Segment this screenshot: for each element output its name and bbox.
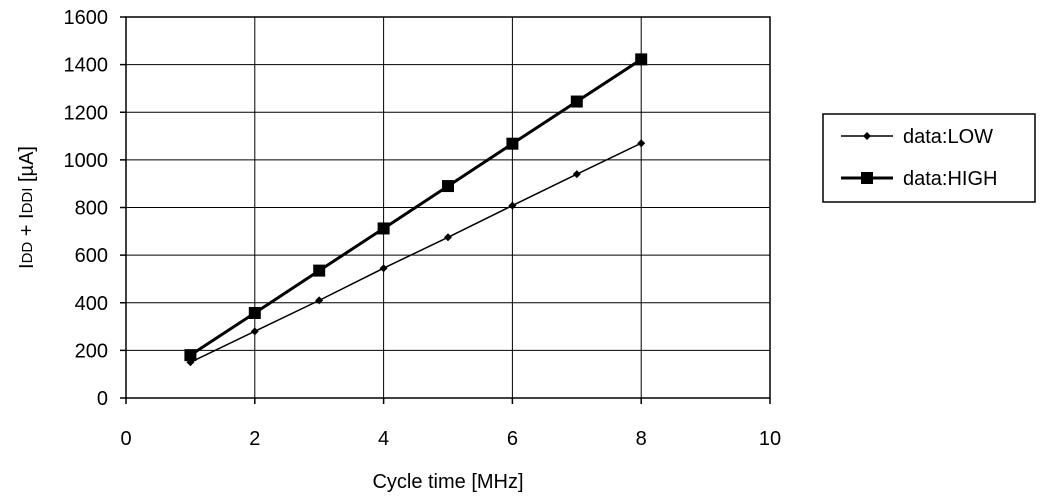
y-tick-label: 200 [75,340,108,362]
series-line [190,142,642,363]
series-lines [184,53,648,367]
y-tick-label: 800 [75,198,108,220]
y-tick-label: 600 [75,245,108,267]
x-tick-label: 0 [120,428,131,450]
legend-box [822,113,1036,203]
x-tick-label: 4 [378,428,389,450]
data-point [506,137,519,150]
x-axis-title: Cycle time [MHz] [372,471,523,493]
legend-item: data:HIGH [841,168,997,190]
legend-label: data:HIGH [903,168,997,190]
legend-marker [863,132,871,140]
data-point [248,306,261,319]
grid-lines [126,17,770,398]
data-point [442,180,454,193]
data-point [379,264,388,273]
y-tick-label: 0 [97,388,108,410]
data-point [572,170,581,179]
legend-item: data:LOW [841,126,993,148]
data-point [508,201,517,210]
legend-label: data:LOW [903,126,993,148]
y-tick-label: 400 [75,293,108,315]
y-axis-title: IDD + IDDI [µA] [16,146,38,269]
x-tick-label: 2 [249,428,260,450]
data-point [313,264,326,277]
series-data-high [184,53,648,362]
x-tick-label: 6 [507,428,518,450]
x-tick-label: 8 [636,428,647,450]
y-tick-label: 1000 [64,150,109,172]
data-point [444,233,452,242]
data-point [250,327,259,336]
data-point [570,95,583,108]
data-point [184,349,197,362]
data-point [637,139,646,148]
legend-marker [861,172,873,184]
legend: data:LOW data:HIGH [822,113,1036,203]
data-point [377,222,390,235]
series-line [189,58,643,357]
data-point [315,296,324,305]
y-axis-ticks: 0 200 400 600 800 1000 1200 1400 1600 [64,7,126,410]
y-tick-label: 1200 [64,102,109,124]
x-tick-label: 10 [759,428,781,450]
x-axis-ticks: 0 2 4 6 8 10 [120,398,781,450]
data-point [635,53,648,66]
y-tick-label: 1400 [64,55,109,77]
y-tick-label: 1600 [64,7,109,29]
